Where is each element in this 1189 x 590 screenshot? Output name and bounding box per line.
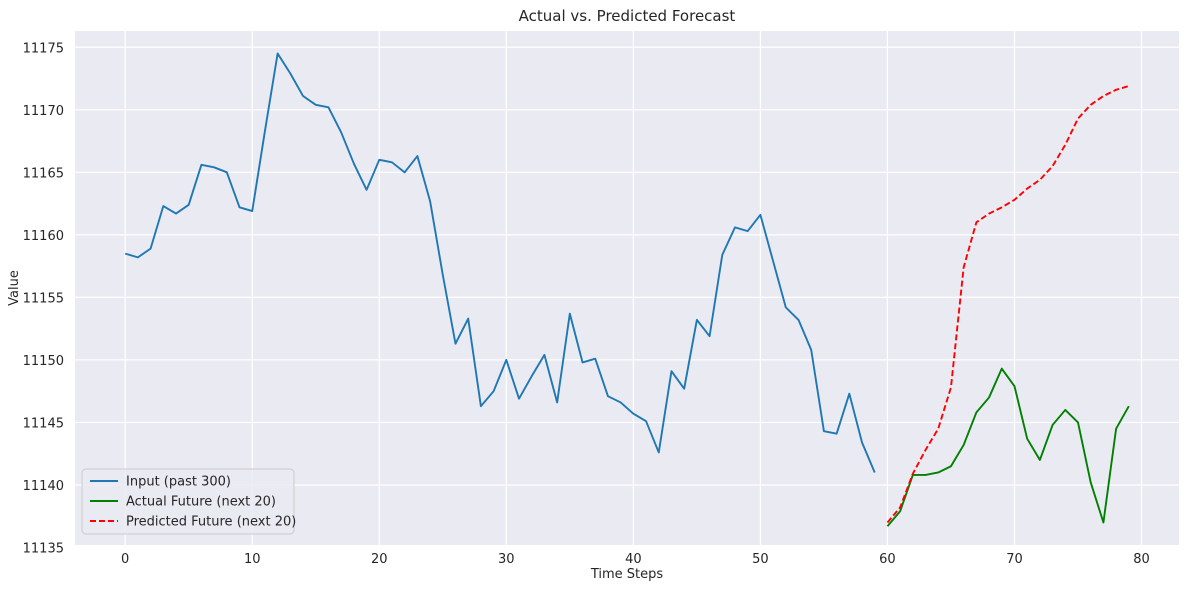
x-tick-label: 50: [752, 552, 769, 567]
y-tick-label: 11160: [23, 229, 64, 244]
legend: Input (past 300) Actual Future (next 20) P…: [81, 468, 296, 535]
legend-label-0: Input (past 300): [126, 475, 231, 490]
legend-box: [81, 468, 295, 535]
y-tick-label: 11165: [23, 166, 64, 181]
grid-lines: [75, 31, 1179, 549]
y-tick-label: 11135: [23, 542, 64, 557]
x-tick-label: 80: [1133, 552, 1150, 567]
x-tick-label: 70: [1006, 552, 1023, 567]
x-tick-label: 0: [121, 552, 129, 567]
x-axis-label: Time Steps: [590, 567, 664, 582]
x-tick-label: 20: [371, 552, 388, 567]
chart-title: Actual vs. Predicted Forecast: [519, 7, 736, 25]
series-line-2: [886, 85, 1130, 524]
y-tick-label: 11145: [23, 416, 64, 431]
x-tick-label: 10: [244, 552, 261, 567]
y-axis-ticks: 11135 11140 11145 11150 11155 11160 11165 11170…: [23, 41, 64, 556]
y-tick-label: 11175: [23, 41, 64, 56]
y-tick-label: 11155: [23, 291, 64, 306]
series-line-1: [886, 367, 1130, 527]
x-tick-label: 60: [879, 552, 896, 567]
legend-label-1: Actual Future (next 20): [126, 495, 276, 510]
series-layer: [124, 52, 1130, 527]
plot-area: [75, 31, 1179, 545]
series-line-0: [124, 52, 876, 473]
legend-label-2: Predicted Future (next 20): [126, 515, 296, 530]
y-axis-label: Value: [7, 270, 22, 306]
y-tick-label: 11170: [23, 104, 64, 119]
x-tick-label: 30: [498, 552, 515, 567]
y-tick-label: 11150: [23, 354, 64, 369]
x-tick-label: 40: [625, 552, 642, 567]
y-tick-label: 11140: [23, 479, 64, 494]
x-axis-ticks: 0 10 20 30 40 50 60 70 80: [121, 552, 1150, 567]
